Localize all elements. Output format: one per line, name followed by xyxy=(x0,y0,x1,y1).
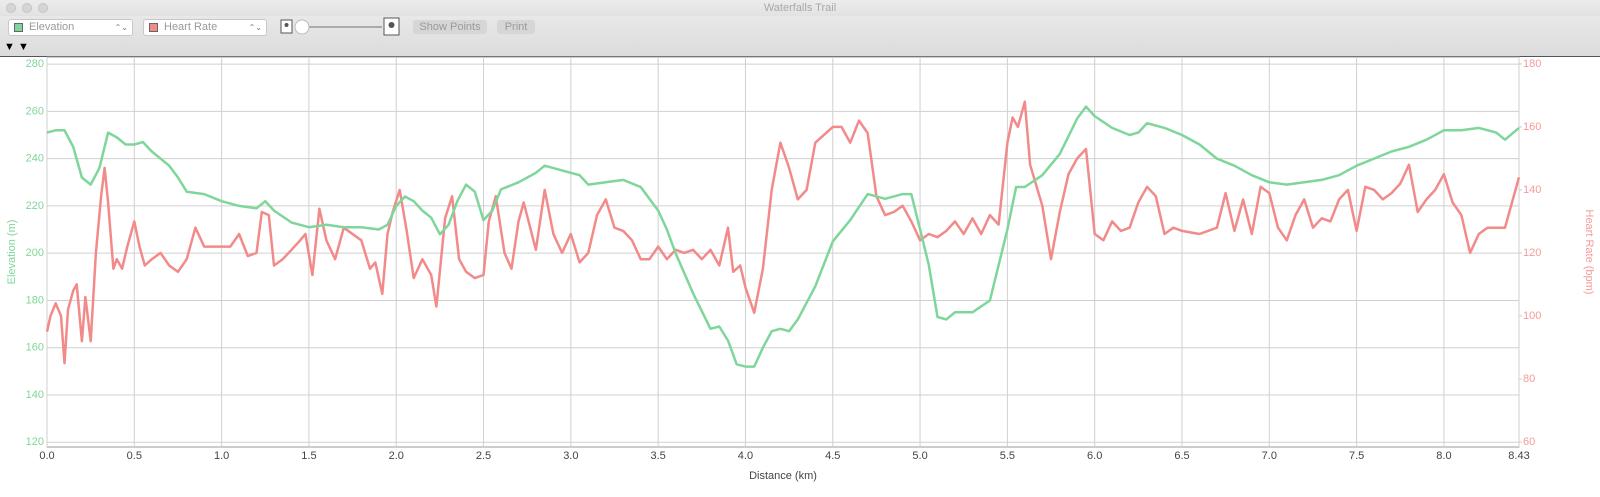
x-tick-label: 8.43 xyxy=(1508,450,1529,462)
x-tick-label: 2.5 xyxy=(476,450,491,462)
x-tick-label: 0.5 xyxy=(127,450,142,462)
x-tick-label: 0.0 xyxy=(39,450,54,462)
y2-tick-label: 140 xyxy=(1523,184,1541,196)
y-tick-label: 120 xyxy=(26,436,44,448)
title-bar: Waterfalls Trail xyxy=(0,0,1600,16)
y-tick-label: 180 xyxy=(26,294,44,306)
x-tick-label: 5.0 xyxy=(912,450,927,462)
right-series-select[interactable]: Heart Rate ⌃⌄ xyxy=(143,19,267,36)
y2-tick-label: 60 xyxy=(1523,436,1535,448)
close-button[interactable] xyxy=(6,3,16,13)
x-tick-label: 1.0 xyxy=(214,450,229,462)
y-tick-label: 220 xyxy=(26,200,44,212)
y-tick-label: 160 xyxy=(26,342,44,354)
x-tick-label: 8.0 xyxy=(1436,450,1451,462)
left-series-select[interactable]: Elevation ⌃⌄ xyxy=(8,19,133,36)
y-tick-label: 140 xyxy=(26,389,44,401)
x-tick-label: 2.0 xyxy=(389,450,404,462)
y2-tick-label: 100 xyxy=(1523,310,1541,322)
y-tick-label: 260 xyxy=(26,105,44,117)
select-label: Heart Rate xyxy=(164,21,218,33)
minimize-button[interactable] xyxy=(22,3,32,13)
slider-knob[interactable] xyxy=(294,19,310,35)
range-marker[interactable]: ▼ xyxy=(18,41,29,53)
x-tick-label: 6.0 xyxy=(1087,450,1102,462)
x-tick-label: 3.5 xyxy=(651,450,666,462)
series-line xyxy=(46,105,1520,368)
zoom-slider[interactable] xyxy=(278,16,408,40)
window-title: Waterfalls Trail xyxy=(763,2,837,14)
y2-axis-label: Heart Rate (bpm) xyxy=(1583,210,1595,295)
y2-tick-label: 120 xyxy=(1523,247,1541,259)
plot-frame xyxy=(46,56,1520,448)
icon-part xyxy=(284,23,289,27)
toolbar: Elevation ⌃⌄ Heart Rate ⌃⌄ Show Points P… xyxy=(0,16,1600,57)
x-axis-label: Distance (km) xyxy=(749,470,817,482)
zoom-button[interactable] xyxy=(38,3,48,13)
x-tick-label: 1.5 xyxy=(301,450,316,462)
x-tick-label: 5.5 xyxy=(1000,450,1015,462)
swatch xyxy=(149,23,158,32)
x-tick-label: 4.5 xyxy=(825,450,840,462)
select-arrow: ⌃⌄ xyxy=(248,23,262,32)
print-button[interactable]: Print xyxy=(497,20,535,34)
y-tick-label: 240 xyxy=(26,153,44,165)
x-tick-label: 4.0 xyxy=(738,450,753,462)
icon-part xyxy=(388,22,395,28)
select-label: Elevation xyxy=(29,21,75,33)
show-points-button[interactable]: Show Points xyxy=(413,20,487,34)
y2-tick-label: 80 xyxy=(1523,373,1535,385)
y-tick-label: 200 xyxy=(26,247,44,259)
series-line xyxy=(45,100,1521,365)
y2-tick-label: 180 xyxy=(1523,58,1541,70)
range-marker[interactable]: ▼ xyxy=(4,41,15,53)
swatch xyxy=(14,23,23,32)
y2-tick-label: 160 xyxy=(1523,121,1541,133)
x-tick-label: 7.0 xyxy=(1262,450,1277,462)
y-axis-label: Elevation (m) xyxy=(6,220,18,285)
x-tick-label: 7.5 xyxy=(1349,450,1364,462)
x-tick-label: 3.0 xyxy=(563,450,578,462)
select-arrow: ⌃⌄ xyxy=(114,23,128,32)
y-tick-label: 280 xyxy=(26,58,44,70)
x-tick-label: 6.5 xyxy=(1174,450,1189,462)
